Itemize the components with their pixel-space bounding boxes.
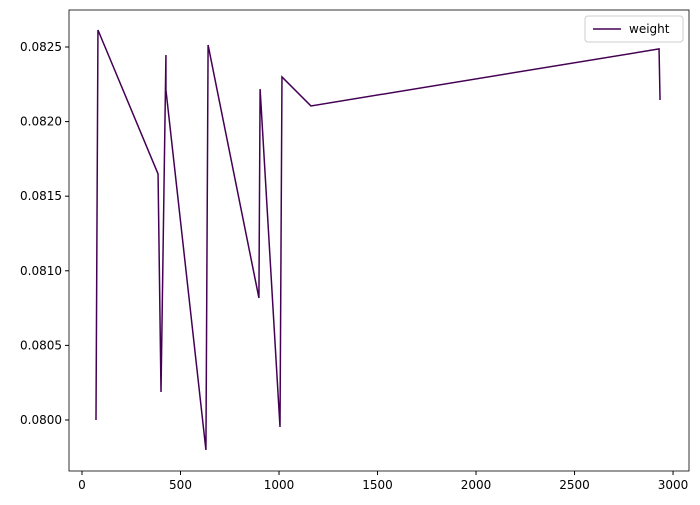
- y-tick-label: 0.0820: [20, 115, 62, 129]
- y-tick-label: 0.0815: [20, 189, 62, 203]
- x-tick-label: 1500: [362, 478, 393, 492]
- plot-frame: [68, 9, 690, 472]
- y-tick-label: 0.0810: [20, 264, 62, 278]
- x-tick-label: 2500: [559, 478, 590, 492]
- y-tick-label: 0.0825: [20, 40, 62, 54]
- x-tick-label: 1000: [264, 478, 295, 492]
- legend-label: weight: [629, 22, 670, 36]
- x-tick-label: 0: [78, 478, 86, 492]
- y-tick-label: 0.0800: [20, 413, 62, 427]
- legend-box: [584, 15, 684, 43]
- x-tick-label: 500: [169, 478, 192, 492]
- line-series: [95, 29, 661, 451]
- x-tick-label: 2000: [461, 478, 492, 492]
- y-tick-label: 0.0805: [20, 338, 62, 352]
- x-tick-label: 3000: [658, 478, 689, 492]
